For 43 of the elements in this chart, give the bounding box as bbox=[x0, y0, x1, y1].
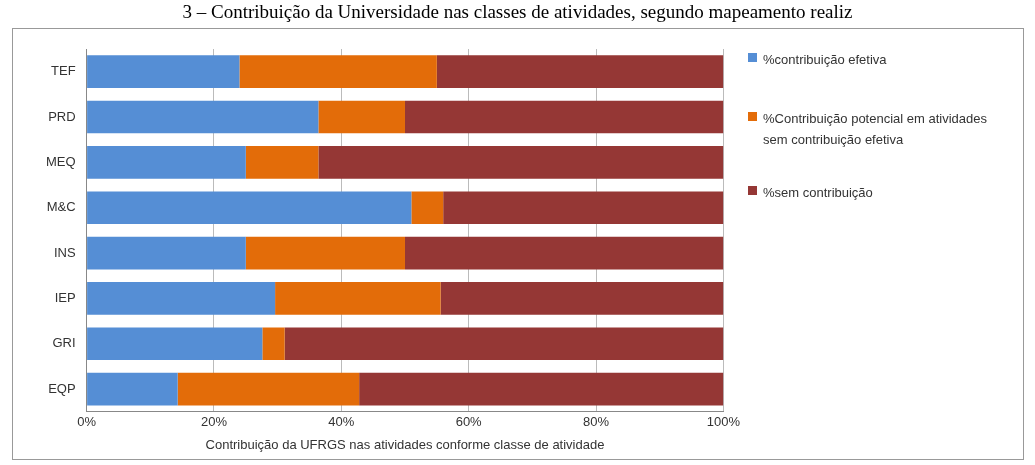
x-tick-label: 100% bbox=[706, 414, 741, 430]
x-axis-title: Contribuição da UFRGS nas atividades conforme classe de atividade bbox=[205, 436, 605, 452]
bar bbox=[404, 236, 724, 270]
bar bbox=[245, 146, 319, 179]
y-tick-label: EQP bbox=[48, 380, 76, 396]
legend-label: %Contribuição potencial em atividades sem contribuição efetiva bbox=[763, 110, 988, 149]
chart-title: 3 – Contribuição da Universidade nas classes de atividades, segundo mapeamento realiz bbox=[181, 0, 854, 24]
bar bbox=[245, 236, 405, 270]
legend-label: %contribuição efetiva bbox=[763, 51, 887, 69]
legend-label: %sem contribuição bbox=[763, 184, 873, 202]
x-tick-label: 80% bbox=[583, 414, 610, 430]
bar bbox=[275, 282, 441, 315]
bar bbox=[87, 55, 240, 88]
bar bbox=[411, 191, 444, 225]
bar bbox=[262, 327, 285, 361]
bar bbox=[87, 236, 246, 270]
x-tick-label: 20% bbox=[200, 414, 228, 430]
bar bbox=[87, 146, 246, 179]
bar bbox=[87, 372, 178, 406]
y-tick-label: INS bbox=[53, 244, 76, 260]
bar bbox=[440, 282, 724, 315]
x-tick-label: 60% bbox=[455, 414, 483, 430]
x-tick-label: 40% bbox=[328, 414, 355, 430]
y-tick-label: IEP bbox=[54, 290, 76, 305]
bar bbox=[87, 327, 263, 361]
bar bbox=[318, 146, 724, 179]
y-tick-label: PRD bbox=[48, 108, 76, 124]
bar bbox=[318, 100, 405, 134]
bar bbox=[177, 372, 360, 406]
y-tick-label: GRI bbox=[52, 335, 76, 351]
bar bbox=[87, 282, 276, 315]
bar bbox=[284, 327, 724, 361]
bar bbox=[404, 100, 724, 134]
y-tick-label: TEF bbox=[51, 63, 76, 79]
y-tick-label: M&C bbox=[46, 199, 76, 215]
bar bbox=[359, 372, 724, 406]
bar bbox=[436, 55, 724, 88]
bar bbox=[239, 55, 437, 88]
x-tick-label: 0% bbox=[77, 414, 97, 430]
bar bbox=[443, 191, 724, 225]
y-tick-label: MEQ bbox=[45, 153, 76, 169]
bar bbox=[87, 191, 412, 225]
bar bbox=[87, 100, 319, 134]
